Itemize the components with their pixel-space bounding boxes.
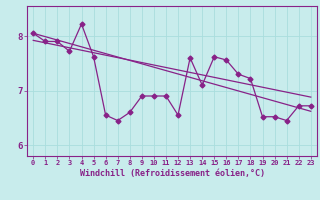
X-axis label: Windchill (Refroidissement éolien,°C): Windchill (Refroidissement éolien,°C) bbox=[79, 169, 265, 178]
